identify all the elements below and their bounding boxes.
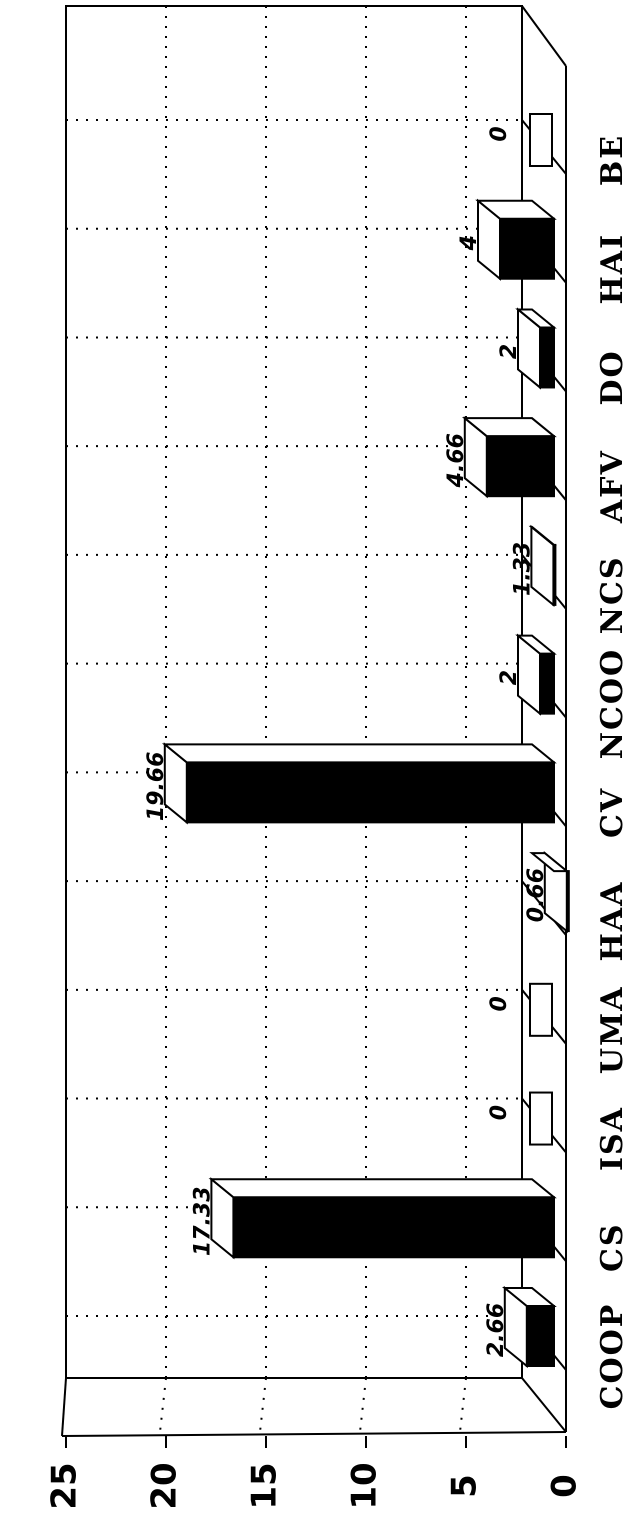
value-label: 1.33 — [510, 542, 535, 596]
grid-depth-20 — [159, 1377, 167, 1433]
bar-NCS — [528, 524, 557, 608]
category-labels: COOP CS ISA UMA HAA CV NCOO NCS AFV DO HAI BE — [595, 134, 630, 1409]
bar-side — [501, 1287, 557, 1307]
bar-front — [539, 652, 555, 715]
bar-NCOO — [515, 633, 557, 716]
category-label: BE — [595, 134, 630, 186]
bar-side — [475, 199, 557, 220]
value-labels: 2.66 17.33 0 0 0.66 19.66 2 1.33 4.66 2 4 0 — [144, 126, 549, 1357]
bar-front — [485, 435, 555, 498]
value-label: 0 — [487, 126, 512, 141]
grid-depth-15 — [259, 1377, 267, 1433]
bar-front — [539, 326, 555, 389]
front-axis-line — [61, 1431, 567, 1437]
tick-labels: 0 5 10 15 20 25 — [45, 1436, 585, 1510]
category-label: AFV — [595, 449, 630, 524]
category-label: DO — [595, 349, 630, 405]
bar-side — [208, 1178, 557, 1199]
bar-HAA — [529, 850, 570, 934]
category-label: NCS — [595, 555, 630, 634]
bar-side — [529, 852, 570, 873]
category-label: ISA — [595, 1106, 630, 1171]
bar-side — [528, 525, 557, 546]
bars-group — [161, 113, 570, 1369]
tick-label: 5 — [445, 1474, 485, 1498]
category-label: COOP — [595, 1303, 630, 1410]
bar-BE — [529, 113, 553, 167]
category-label: UMA — [595, 985, 630, 1074]
grid-depth-5 — [459, 1377, 467, 1433]
value-label: 0 — [487, 996, 512, 1011]
tick-label: 10 — [345, 1462, 385, 1509]
back-wall — [65, 5, 523, 1379]
bar-CS — [208, 1177, 557, 1260]
bar-CV — [161, 742, 557, 825]
floor-bottom-edge — [521, 1377, 567, 1433]
value-label: 4 — [457, 235, 482, 251]
tick-label: 20 — [145, 1462, 185, 1509]
value-label: 2.66 — [484, 1303, 509, 1357]
value-label: 2 — [497, 344, 522, 359]
bar-UMA — [529, 982, 553, 1037]
bar-HAI — [475, 198, 557, 281]
tick-label: 15 — [245, 1462, 285, 1509]
bar-DO — [515, 307, 557, 390]
grid-depth-10 — [359, 1377, 367, 1433]
floor-top-edge — [521, 5, 567, 67]
bar-AFV — [461, 416, 557, 499]
category-label: NCOO — [595, 648, 630, 760]
category-label: CS — [595, 1222, 630, 1272]
category-label: CV — [595, 787, 630, 838]
side-wall-edge — [61, 1377, 67, 1437]
value-label: 4.66 — [444, 433, 469, 488]
value-label: 17.33 — [190, 1186, 215, 1256]
value-label: 2 — [497, 670, 522, 685]
bar-front — [232, 1196, 555, 1259]
bar-side — [515, 308, 557, 329]
value-label: 0 — [487, 1105, 512, 1120]
tick-label: 25 — [45, 1462, 85, 1509]
category-label: HAA — [595, 881, 630, 962]
bar-side — [461, 417, 557, 438]
bar-side — [161, 743, 557, 764]
bar-COOP — [501, 1285, 557, 1369]
bar-ISA — [529, 1091, 553, 1146]
value-label: 19.66 — [144, 752, 169, 822]
bar-empty — [529, 113, 553, 167]
bar-empty — [529, 1091, 553, 1146]
bar-side — [515, 634, 557, 655]
value-label: 0.66 — [524, 868, 549, 922]
chart-frame — [61, 5, 567, 1437]
bar-front — [525, 1305, 555, 1367]
tick-label: 0 — [545, 1474, 585, 1498]
category-label: HAI — [595, 233, 630, 305]
bar-front — [185, 761, 556, 824]
bar-empty — [529, 982, 553, 1037]
bar-front — [499, 217, 555, 280]
